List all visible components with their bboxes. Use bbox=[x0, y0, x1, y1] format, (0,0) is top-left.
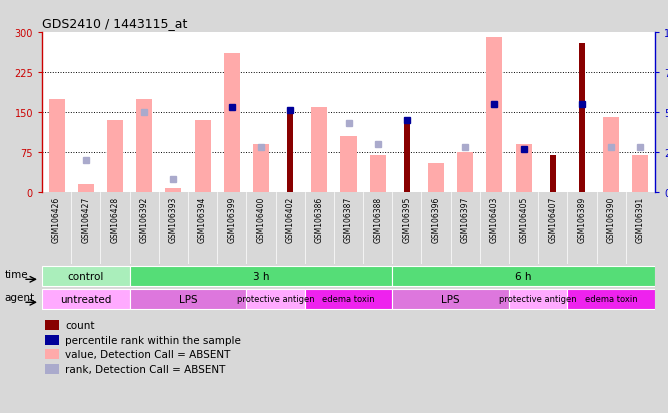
Text: GSM106394: GSM106394 bbox=[198, 196, 207, 242]
Text: LPS: LPS bbox=[178, 294, 197, 304]
Text: GSM106387: GSM106387 bbox=[344, 196, 353, 242]
Bar bbox=[509, 290, 567, 309]
Text: GSM106400: GSM106400 bbox=[257, 196, 265, 242]
Bar bbox=[136, 100, 152, 192]
Text: value, Detection Call = ABSENT: value, Detection Call = ABSENT bbox=[65, 349, 230, 359]
Text: GSM106389: GSM106389 bbox=[578, 196, 587, 242]
Text: agent: agent bbox=[4, 292, 34, 302]
Bar bbox=[42, 290, 130, 309]
Text: time: time bbox=[4, 269, 28, 279]
Text: GSM106395: GSM106395 bbox=[402, 196, 411, 242]
Text: 6 h: 6 h bbox=[516, 271, 532, 281]
Bar bbox=[165, 188, 182, 192]
Text: GSM106386: GSM106386 bbox=[315, 196, 324, 242]
Text: GSM106405: GSM106405 bbox=[519, 196, 528, 242]
Bar bbox=[603, 118, 619, 192]
Bar bbox=[194, 121, 210, 192]
Text: rank, Detection Call = ABSENT: rank, Detection Call = ABSENT bbox=[65, 364, 226, 374]
Bar bbox=[45, 364, 59, 374]
Text: GSM106391: GSM106391 bbox=[636, 196, 645, 242]
Text: 3 h: 3 h bbox=[253, 271, 269, 281]
Text: control: control bbox=[67, 271, 104, 281]
Bar bbox=[77, 185, 94, 192]
Text: protective antigen: protective antigen bbox=[500, 295, 577, 304]
Text: GSM106427: GSM106427 bbox=[81, 196, 90, 242]
Bar bbox=[578, 43, 585, 192]
Text: percentile rank within the sample: percentile rank within the sample bbox=[65, 335, 241, 345]
Text: GSM106396: GSM106396 bbox=[432, 196, 441, 242]
Bar bbox=[457, 153, 474, 192]
Bar bbox=[253, 145, 269, 192]
Bar bbox=[403, 118, 410, 192]
Bar bbox=[341, 137, 357, 192]
Bar bbox=[246, 290, 305, 309]
Bar bbox=[107, 121, 123, 192]
Text: GSM106407: GSM106407 bbox=[548, 196, 557, 242]
Text: edema toxin: edema toxin bbox=[322, 295, 375, 304]
Bar bbox=[45, 320, 59, 331]
Text: GSM106399: GSM106399 bbox=[227, 196, 236, 242]
Bar bbox=[516, 145, 532, 192]
Bar bbox=[550, 155, 556, 192]
Bar bbox=[45, 349, 59, 360]
Text: GSM106428: GSM106428 bbox=[110, 196, 120, 242]
Bar bbox=[311, 107, 327, 192]
Text: GSM106390: GSM106390 bbox=[607, 196, 616, 242]
Text: GSM106402: GSM106402 bbox=[286, 196, 295, 242]
Bar bbox=[392, 290, 509, 309]
Text: edema toxin: edema toxin bbox=[585, 295, 637, 304]
Bar bbox=[428, 163, 444, 192]
Text: GSM106426: GSM106426 bbox=[52, 196, 61, 242]
Text: GSM106393: GSM106393 bbox=[169, 196, 178, 242]
Bar bbox=[567, 290, 655, 309]
Text: GDS2410 / 1443115_at: GDS2410 / 1443115_at bbox=[42, 17, 188, 30]
Bar bbox=[130, 290, 246, 309]
Bar bbox=[49, 100, 65, 192]
Text: count: count bbox=[65, 320, 95, 330]
Bar bbox=[130, 266, 392, 286]
Bar bbox=[392, 266, 655, 286]
Bar bbox=[633, 155, 649, 192]
Bar bbox=[486, 38, 502, 192]
Text: LPS: LPS bbox=[442, 294, 460, 304]
Bar bbox=[45, 335, 59, 345]
Text: GSM106403: GSM106403 bbox=[490, 196, 499, 242]
Text: GSM106397: GSM106397 bbox=[461, 196, 470, 242]
Bar bbox=[42, 266, 130, 286]
Text: GSM106388: GSM106388 bbox=[373, 196, 382, 242]
Bar bbox=[287, 114, 293, 192]
Bar bbox=[224, 54, 240, 192]
Text: GSM106392: GSM106392 bbox=[140, 196, 149, 242]
Text: protective antigen: protective antigen bbox=[236, 295, 315, 304]
Bar bbox=[369, 155, 385, 192]
Text: untreated: untreated bbox=[60, 294, 112, 304]
Bar bbox=[305, 290, 392, 309]
